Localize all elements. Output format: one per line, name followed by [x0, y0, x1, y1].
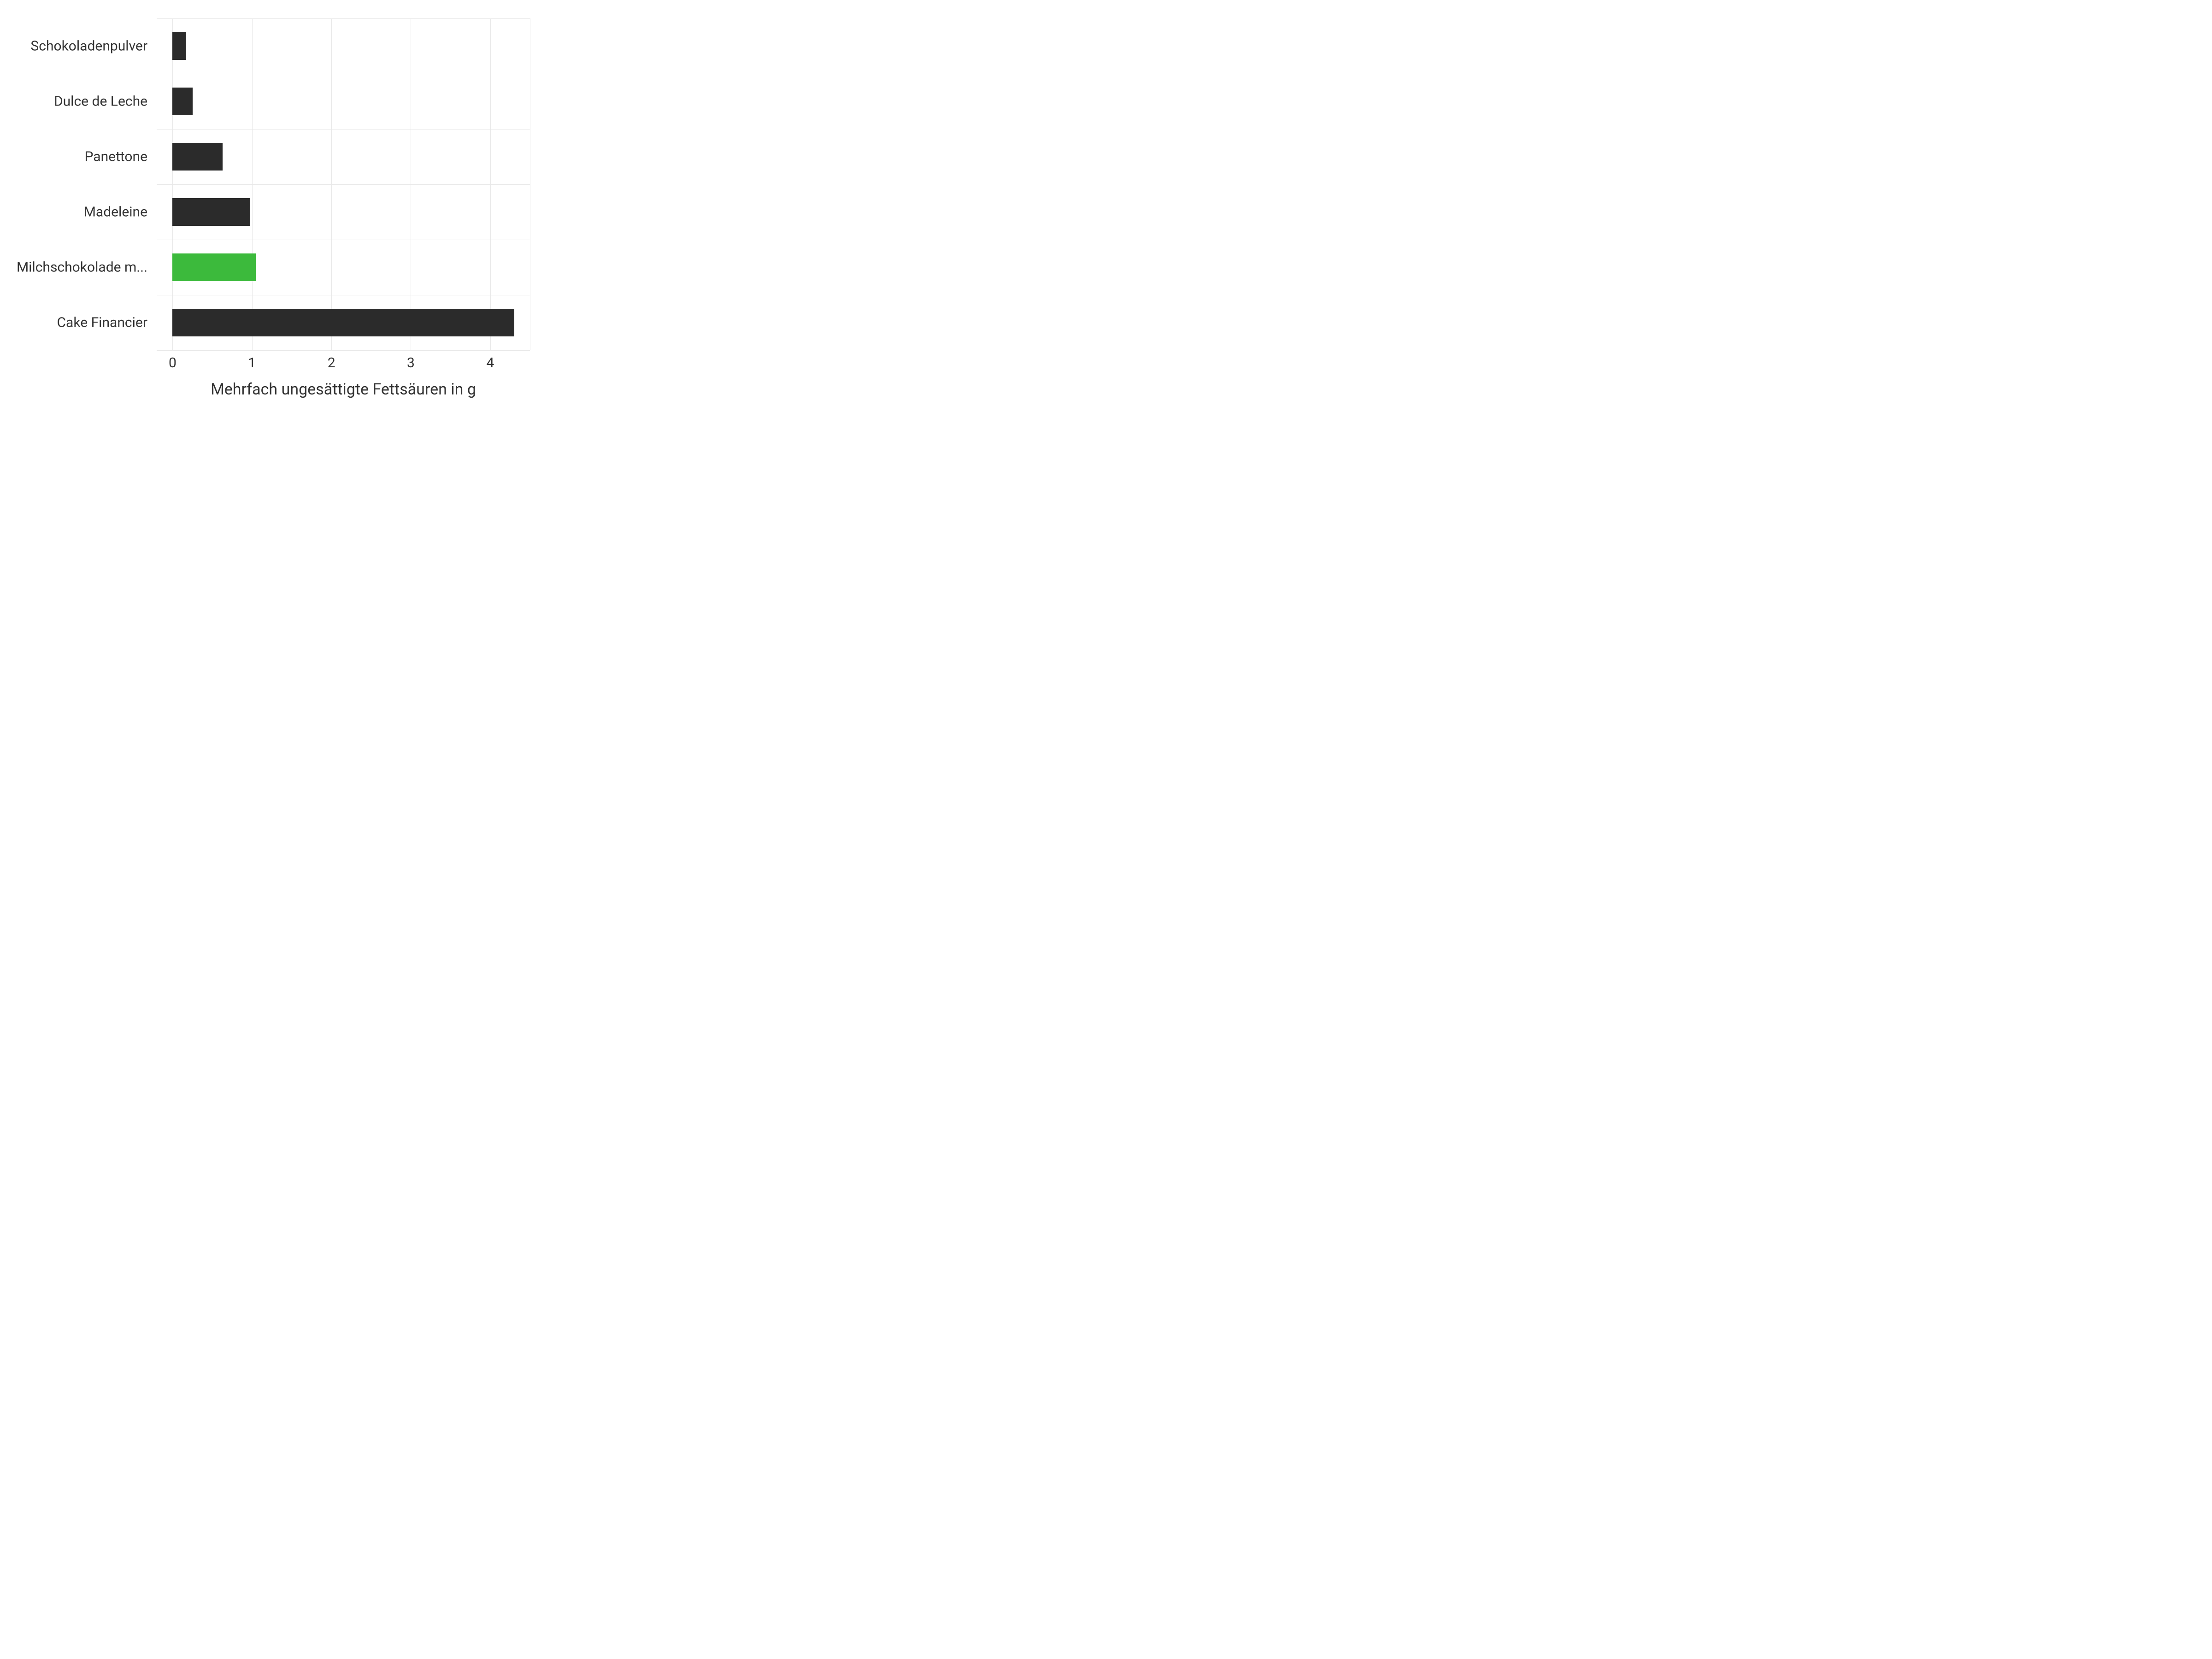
x-tick-label: 4 [486, 355, 494, 371]
x-tick-label: 1 [248, 355, 256, 371]
y-tick-label: Schokoladenpulver [30, 38, 147, 54]
bar [172, 143, 223, 171]
y-tick-label: Panettone [85, 149, 147, 165]
x-tick-label: 2 [328, 355, 335, 371]
x-axis-title: Mehrfach ungesättigte Fettsäuren in g [157, 380, 530, 399]
bar [172, 198, 250, 226]
bar [172, 309, 514, 336]
bar [172, 88, 192, 115]
y-axis-labels: Schokoladenpulver Dulce de Leche Panettone… [9, 18, 152, 350]
grid-line-horizontal [157, 184, 530, 185]
y-tick-label: Dulce de Leche [54, 94, 147, 110]
plot-area [157, 18, 530, 350]
grid-line-horizontal [157, 350, 530, 351]
x-tick-label: 3 [407, 355, 415, 371]
y-tick-label: Milchschokolade m... [17, 259, 147, 276]
x-tick-label: 0 [169, 355, 176, 371]
y-tick-label: Cake Financier [57, 315, 147, 331]
grid-line-horizontal [157, 18, 530, 19]
x-axis-labels: 0 1 2 3 4 [157, 355, 530, 373]
y-tick-label: Madeleine [84, 204, 147, 220]
bar [172, 32, 186, 60]
bar-chart: Schokoladenpulver Dulce de Leche Panettone… [9, 9, 544, 406]
bar [172, 253, 256, 281]
